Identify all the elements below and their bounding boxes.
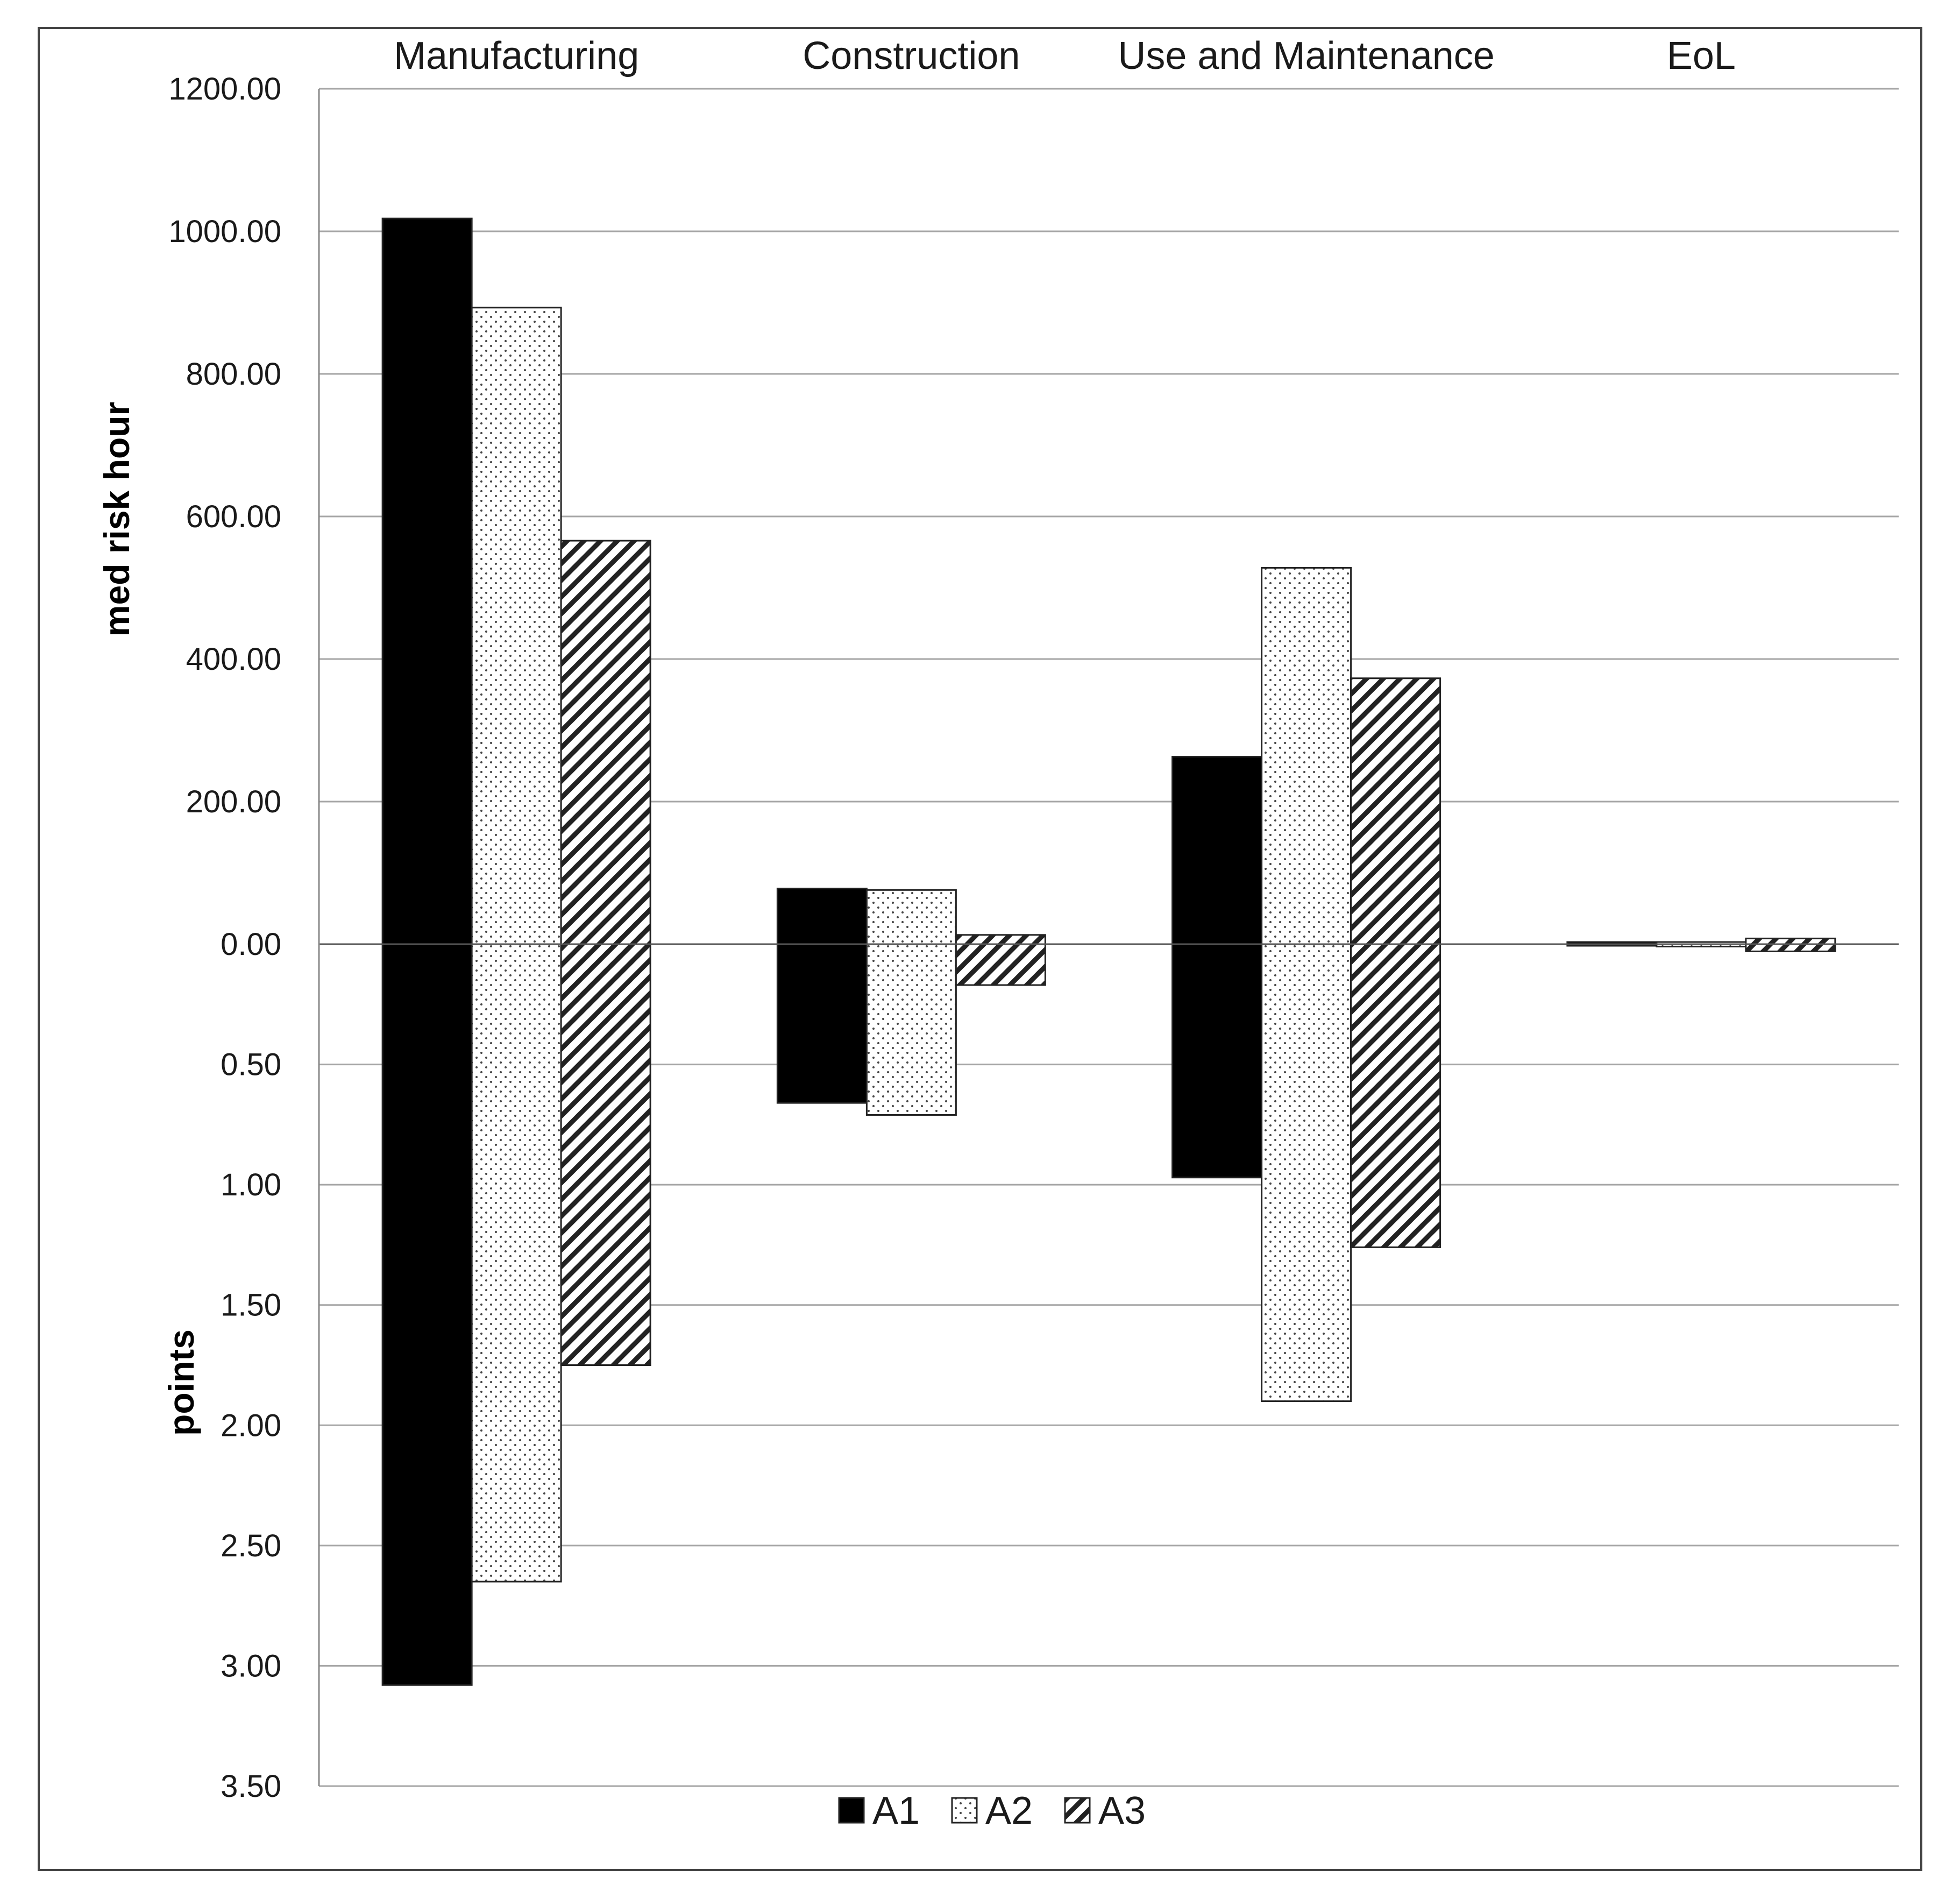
- bar-top-A1-0: [381, 217, 473, 945]
- bar-top-A1-1: [776, 888, 868, 945]
- bar-bottom-A3-3: [1745, 943, 1836, 952]
- legend-label-A1: A1: [872, 1789, 920, 1832]
- tick-label-bottom-3: 2.00: [221, 1408, 281, 1443]
- tick-label-top-4: 800.00: [186, 357, 281, 392]
- category-label-1: Construction: [803, 34, 1020, 77]
- bar-bottom-A2-0: [471, 943, 562, 1583]
- tick-label-bottom-5: 3.00: [221, 1648, 281, 1683]
- tick-label-top-1: 200.00: [186, 784, 281, 819]
- tick-label-top-5: 1000.00: [168, 214, 281, 249]
- bar-top-A2-1: [865, 889, 957, 945]
- bar-top-A2-0: [471, 307, 562, 945]
- category-label-3: EoL: [1667, 34, 1736, 77]
- legend-swatch-A1: [838, 1797, 865, 1824]
- tick-label-bottom-0: 0.50: [221, 1047, 281, 1082]
- top-axis-title: med risk hour: [97, 402, 137, 636]
- bar-top-A1-2: [1171, 756, 1263, 945]
- bar-top-A2-2: [1261, 566, 1352, 945]
- bar-bottom-A1-1: [776, 943, 868, 1104]
- bar-bottom-A2-1: [865, 943, 957, 1116]
- category-label-0: Manufacturing: [394, 34, 639, 77]
- bar-top-A3-2: [1350, 677, 1441, 945]
- bar-top-A3-0: [560, 540, 651, 945]
- legend-swatch-A3: [1064, 1797, 1091, 1824]
- tick-label-top-6: 1200.00: [168, 72, 281, 107]
- legend-label-A2: A2: [985, 1789, 1033, 1832]
- bar-bottom-A1-2: [1171, 943, 1263, 1179]
- category-label-2: Use and Maintenance: [1118, 34, 1494, 77]
- tick-label-top-0: 0.00: [221, 927, 281, 962]
- bars: [381, 217, 1836, 1686]
- bar-top-A3-1: [955, 934, 1046, 945]
- legend: A1 A2 A3: [838, 1789, 1146, 1832]
- tick-label-bottom-6: 3.50: [221, 1769, 281, 1804]
- tick-label-bottom-2: 1.50: [221, 1288, 281, 1323]
- tick-labels: 0.00 200.00 400.00 600.00 800.00 1000.00 1200.…: [168, 72, 281, 1804]
- bar-bottom-A3-1: [955, 943, 1046, 986]
- legend-swatch-A2: [951, 1797, 978, 1824]
- bar-bottom-A3-0: [560, 943, 651, 1366]
- tick-label-bottom-4: 2.50: [221, 1528, 281, 1563]
- tick-label-top-2: 400.00: [186, 642, 281, 677]
- bar-bottom-A2-2: [1261, 943, 1352, 1403]
- bar-bottom-A1-0: [381, 943, 473, 1686]
- bottom-axis-title: points: [161, 1329, 201, 1436]
- tick-label-bottom-1: 1.00: [221, 1167, 281, 1202]
- bar-bottom-A3-2: [1350, 943, 1441, 1248]
- bar-top-A3-3: [1745, 937, 1836, 945]
- legend-label-A3: A3: [1098, 1789, 1146, 1832]
- category-labels: Manufacturing Construction Use and Mainten…: [394, 34, 1736, 77]
- tick-label-top-3: 600.00: [186, 499, 281, 534]
